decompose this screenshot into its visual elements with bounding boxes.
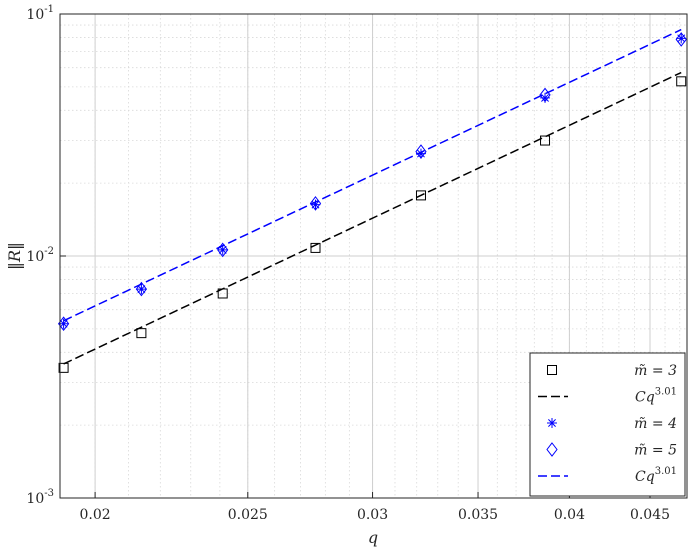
data-point-asterisk xyxy=(540,92,551,103)
data-point-diamond xyxy=(415,144,427,159)
data-point-asterisk xyxy=(415,148,426,159)
data-point-square xyxy=(136,328,147,339)
data-point-diamond xyxy=(675,32,687,47)
legend-label: Cq3.01 xyxy=(635,387,677,406)
y-tick-labels: 10-3 10-2 10-1 xyxy=(26,4,54,507)
data-point-asterisk xyxy=(136,284,147,295)
y-axis-label: ‖R‖ xyxy=(5,242,24,270)
series-3 xyxy=(57,32,687,332)
legend-label: m̃ = 5 xyxy=(634,443,677,459)
fit-line xyxy=(63,28,682,322)
x-tick-labels: 0.02 0.025 0.03 0.035 0.04 0.045 xyxy=(80,507,671,523)
legend-box xyxy=(529,352,686,497)
y-tick-label: 10-1 xyxy=(26,4,54,23)
data-point-diamond xyxy=(309,196,322,211)
series-0 xyxy=(58,76,687,373)
x-tick-label: 0.045 xyxy=(630,507,670,523)
series-1 xyxy=(63,71,682,365)
legend-marker-square xyxy=(547,365,557,375)
data-point-asterisk xyxy=(310,199,321,210)
legend-label: Cq3.01 xyxy=(635,466,677,485)
data-point-asterisk xyxy=(58,318,69,329)
legend-item: m̃ = 4 xyxy=(547,416,677,432)
data-point-square xyxy=(217,288,228,299)
data-point-square xyxy=(676,76,687,87)
x-axis-label: q xyxy=(368,528,378,547)
legend: m̃ = 3 Cq3.01 m̃ = 4 m̃ = 5 Cq3.01 xyxy=(529,352,686,497)
x-tick-label: 0.03 xyxy=(357,507,388,523)
data-point-square xyxy=(310,242,321,253)
data-point-diamond xyxy=(135,281,148,297)
legend-label: m̃ = 4 xyxy=(634,416,677,432)
legend-item: m̃ = 5 xyxy=(546,442,677,459)
plot-frame xyxy=(59,13,688,499)
series-layer xyxy=(57,28,687,373)
legend-item: m̃ = 3 xyxy=(547,363,677,379)
data-point-square xyxy=(540,135,551,146)
y-tick-label: 10-2 xyxy=(26,246,54,265)
data-point-diamond xyxy=(539,87,551,103)
data-point-diamond xyxy=(217,242,229,258)
data-point-square xyxy=(415,190,426,201)
data-point-square xyxy=(58,362,69,373)
legend-marker-asterisk xyxy=(547,418,557,428)
x-tick-label: 0.02 xyxy=(80,507,111,523)
x-tick-label: 0.04 xyxy=(554,507,585,523)
data-point-asterisk xyxy=(676,33,687,44)
series-2 xyxy=(58,33,687,329)
x-tick-label: 0.025 xyxy=(228,507,268,523)
legend-item: Cq3.01 xyxy=(538,387,677,406)
fit-line xyxy=(63,71,682,365)
legend-marker-diamond xyxy=(546,442,558,457)
legend-item: Cq3.01 xyxy=(538,466,677,485)
y-tick-label: 10-3 xyxy=(26,488,54,507)
series-4 xyxy=(63,28,682,322)
x-tick-label: 0.035 xyxy=(458,507,498,523)
legend-label: m̃ = 3 xyxy=(634,363,677,379)
data-point-asterisk xyxy=(217,244,228,255)
